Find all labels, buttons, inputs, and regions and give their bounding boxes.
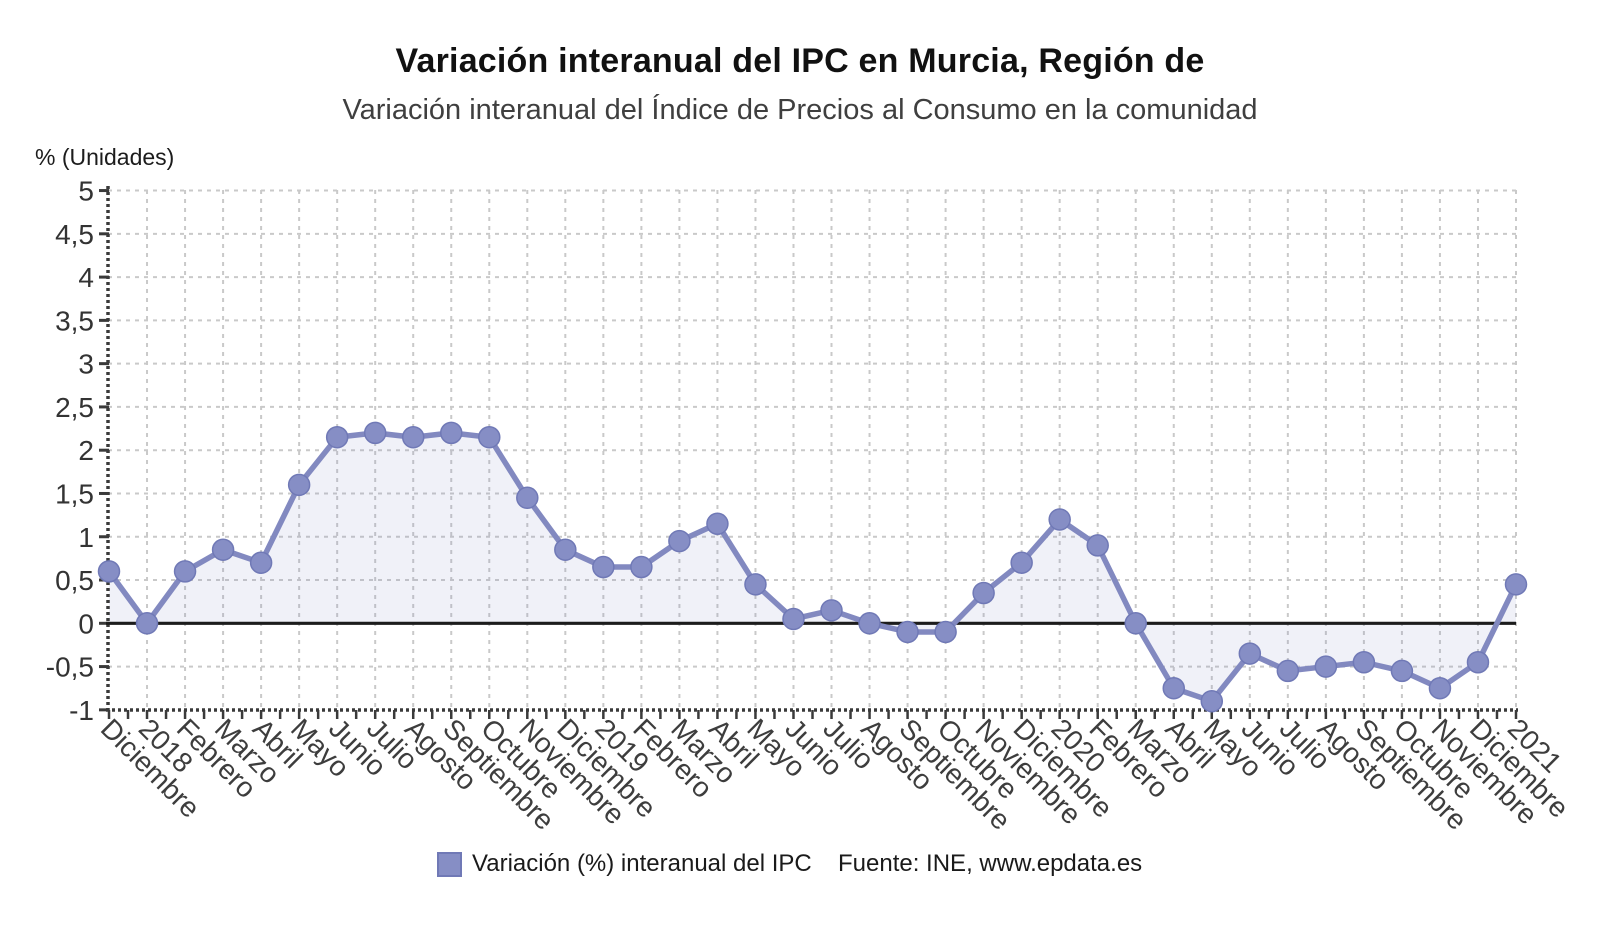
- svg-text:2,5: 2,5: [55, 392, 94, 423]
- source-label: Fuente: INE, www.epdata.es: [838, 850, 1143, 877]
- svg-text:1,5: 1,5: [55, 478, 94, 509]
- chart-subtitle: Variación interanual del Índice de Preci…: [342, 94, 1258, 126]
- legend-swatch-icon: [437, 851, 462, 877]
- legend-series-label: Variación (%) interanual del IPC: [472, 850, 812, 877]
- svg-text:-0,5: -0,5: [46, 652, 94, 683]
- svg-text:5: 5: [78, 176, 94, 207]
- chart-title: Variación interanual del IPC en Murcia, …: [395, 42, 1205, 80]
- legend-item: Variación (%) interanual del IPC: [437, 850, 812, 878]
- legend-row: Variación (%) interanual del IPC Fuente:…: [0, 850, 1600, 880]
- svg-text:0,5: 0,5: [55, 565, 94, 596]
- svg-text:4: 4: [78, 262, 94, 293]
- svg-text:4,5: 4,5: [55, 219, 94, 250]
- svg-text:-1: -1: [69, 695, 94, 726]
- svg-text:2: 2: [78, 435, 94, 466]
- svg-text:3,5: 3,5: [55, 305, 94, 336]
- y-axis-unit-label: % (Unidades): [35, 144, 175, 170]
- svg-text:1: 1: [78, 522, 94, 553]
- svg-text:0: 0: [78, 608, 94, 639]
- svg-text:3: 3: [78, 349, 94, 380]
